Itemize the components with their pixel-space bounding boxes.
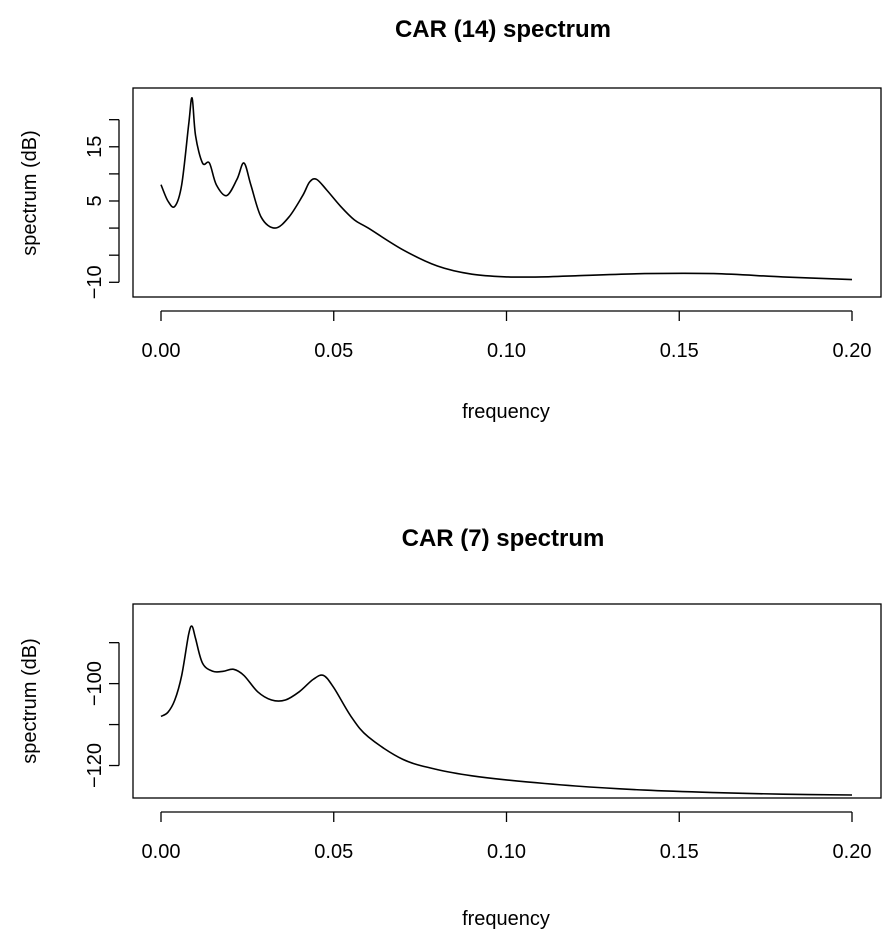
x-tick-label: 0.15 <box>660 340 699 362</box>
chart-title: CAR (14) spectrum <box>395 16 611 43</box>
x-tick-label: 0.10 <box>487 841 526 863</box>
plot-frame <box>132 87 882 298</box>
plot-frame <box>132 603 882 799</box>
x-tick-label: 0.05 <box>314 340 353 362</box>
x-tick-label: 0.05 <box>314 841 353 863</box>
x-tick-label: 0.10 <box>487 340 526 362</box>
y-tick-label: −120 <box>84 743 106 788</box>
series-line <box>160 625 853 796</box>
x-tick-label: 0.00 <box>142 841 181 863</box>
chart-title: CAR (7) spectrum <box>402 525 605 552</box>
x-axis-label: frequency <box>462 401 550 423</box>
chart-panel-top: CAR (14) spectrum frequency spectrum (dB… <box>19 16 882 423</box>
x-tick-label: 0.00 <box>142 340 181 362</box>
chart-panel-bottom: CAR (7) spectrum frequency spectrum (dB)… <box>19 525 882 930</box>
series-line <box>160 97 853 281</box>
y-tick-label: 15 <box>84 136 106 158</box>
y-tick-label: −10 <box>84 265 106 299</box>
x-axis-label: frequency <box>462 908 550 930</box>
y-axis-label: spectrum (dB) <box>19 130 41 256</box>
y-axis-label: spectrum (dB) <box>19 638 41 764</box>
x-tick-label: 0.15 <box>660 841 699 863</box>
y-tick-label: 5 <box>84 195 106 206</box>
x-tick-label: 0.20 <box>833 841 872 863</box>
y-tick-label: −100 <box>84 661 106 706</box>
x-tick-label: 0.20 <box>833 340 872 362</box>
